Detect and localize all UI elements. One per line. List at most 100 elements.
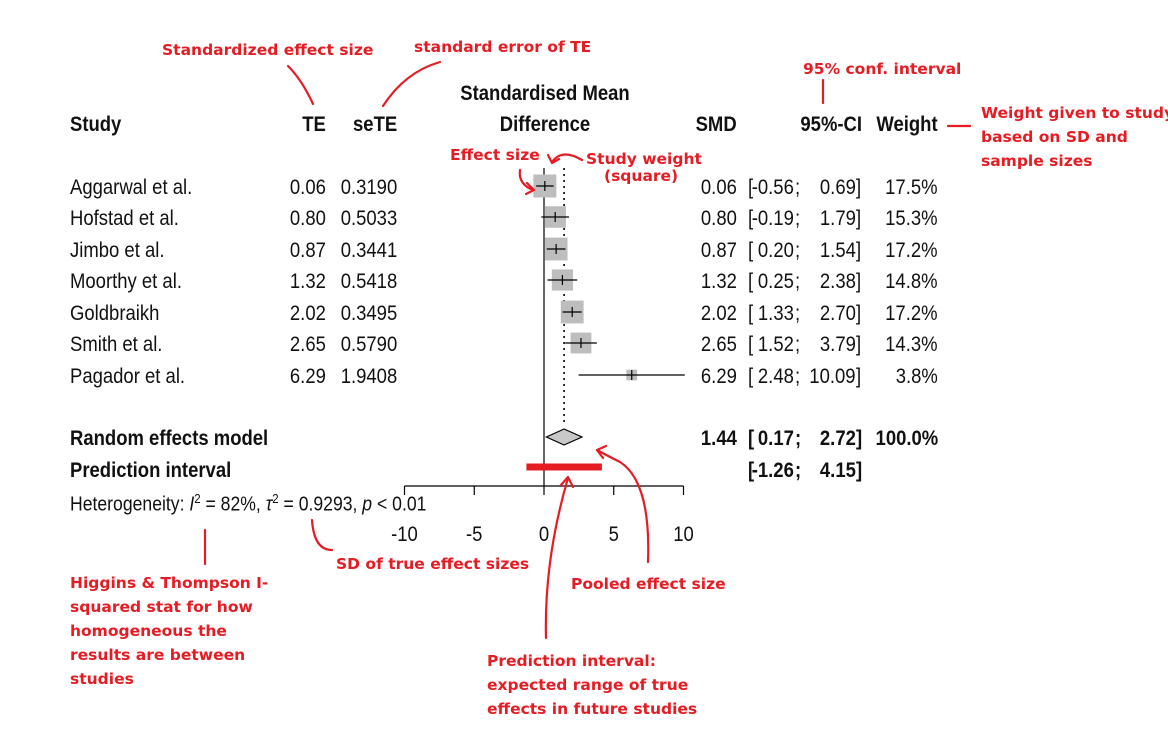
annotation-sd-true-effects: SD of true effect sizes bbox=[336, 555, 530, 573]
study-ci-close: ] bbox=[856, 176, 862, 199]
header-plot-line1: Standardised Mean bbox=[460, 82, 630, 105]
study-sete: 1.9408 bbox=[340, 365, 397, 388]
study-ci-lo: -0.56 bbox=[751, 176, 794, 199]
i2-value: = 82%, bbox=[200, 493, 266, 516]
study-smd: 6.29 bbox=[701, 365, 737, 388]
study-sete: 0.3441 bbox=[340, 239, 397, 262]
random-effects-ci-lo: 0.17 bbox=[758, 427, 794, 450]
study-ci-close: ] bbox=[856, 365, 862, 388]
study-name: Moorthy et al. bbox=[70, 270, 182, 293]
random-effects-smd: 1.44 bbox=[701, 427, 737, 450]
study-ci-hi: 1.79 bbox=[820, 207, 856, 230]
annotation-weight-line3: sample sizes bbox=[981, 152, 1093, 170]
x-axis-tick-label: 5 bbox=[609, 523, 619, 546]
x-axis-tick-label: -10 bbox=[391, 523, 418, 546]
header-sete: seTE bbox=[352, 113, 397, 136]
study-weight: 3.8% bbox=[895, 365, 938, 388]
annotation-higgins-line3: homogeneous the bbox=[70, 622, 227, 640]
random-effects-ci-hi: 2.72 bbox=[820, 427, 856, 450]
tau-superscript: 2 bbox=[272, 491, 279, 506]
study-ci-open: [ bbox=[748, 365, 754, 388]
study-ci-lo: 1.52 bbox=[758, 333, 794, 356]
annotation-standardized-effect-size: Standardized effect size bbox=[162, 41, 374, 59]
study-te: 0.87 bbox=[290, 239, 326, 262]
study-weight: 17.2% bbox=[885, 302, 938, 325]
study-smd: 0.06 bbox=[701, 176, 737, 199]
study-te: 0.80 bbox=[290, 207, 326, 230]
study-ci-hi: 3.79 bbox=[820, 333, 856, 356]
study-ci-open: [ bbox=[748, 207, 754, 230]
study-name: Aggarwal et al. bbox=[70, 176, 193, 199]
tau-value: = 0.9293, bbox=[278, 493, 363, 516]
pooled-effect-arrow-head bbox=[595, 444, 608, 460]
study-smd: 0.80 bbox=[701, 207, 737, 230]
study-sete: 0.3495 bbox=[340, 302, 397, 325]
pooled-effect-arrow bbox=[595, 448, 650, 564]
tau-pointer bbox=[310, 518, 334, 552]
study-ci-open: [ bbox=[748, 302, 754, 325]
study-ci-lo: -0.19 bbox=[751, 207, 794, 230]
study-name: Pagador et al. bbox=[70, 365, 186, 388]
tau-symbol: τ bbox=[265, 493, 273, 516]
header-ci: 95%-CI bbox=[800, 113, 862, 136]
study-weight: 14.3% bbox=[885, 333, 938, 356]
annotation-higgins-line4: results are between bbox=[70, 646, 246, 664]
heterogeneity-text: Heterogeneity: I2 = 82%, τ2 = 0.9293, p … bbox=[70, 492, 426, 515]
study-weight: 17.5% bbox=[885, 176, 938, 199]
pooled-diamond bbox=[544, 428, 584, 446]
prediction-ci-open: [ bbox=[748, 459, 755, 482]
header-smd: SMD bbox=[695, 113, 737, 136]
study-name: Goldbraikh bbox=[70, 302, 160, 325]
study-ci-sep: ; bbox=[795, 302, 801, 325]
prediction-arrow bbox=[544, 476, 570, 640]
study-ci-lo: 1.33 bbox=[758, 302, 794, 325]
prediction-interval-bar bbox=[526, 463, 602, 471]
study-ci-sep: ; bbox=[795, 270, 801, 293]
x-axis-tick-label: 10 bbox=[673, 523, 694, 546]
study-ci-hi: 1.54 bbox=[820, 239, 856, 262]
study-name: Smith et al. bbox=[70, 333, 163, 356]
study-sete: 0.5418 bbox=[340, 270, 397, 293]
effect-size-arrow bbox=[518, 168, 535, 192]
study-ci-open: [ bbox=[748, 333, 754, 356]
study-sete: 0.5790 bbox=[340, 333, 397, 356]
heterogeneity-label: Heterogeneity: bbox=[70, 493, 190, 516]
annotation-standard-error: standard error of TE bbox=[414, 38, 592, 56]
annotation-study-weight-line1: Study weight bbox=[586, 150, 702, 168]
study-ci-lo: 0.20 bbox=[758, 239, 794, 262]
study-ci-close: ] bbox=[856, 333, 862, 356]
annotation-weight-line1: Weight given to study bbox=[981, 104, 1168, 122]
study-ci-hi: 2.38 bbox=[820, 270, 856, 293]
study-ci-hi: 2.70 bbox=[820, 302, 856, 325]
random-effects-ci-open: [ bbox=[748, 427, 755, 450]
study-weight: 17.2% bbox=[885, 239, 938, 262]
study-smd: 0.87 bbox=[701, 239, 737, 262]
annotation-prediction-line2: expected range of true bbox=[487, 676, 689, 694]
annotation-effect-size: Effect size bbox=[450, 146, 540, 164]
study-ci-hi: 0.69 bbox=[820, 176, 856, 199]
study-sete: 0.5033 bbox=[340, 207, 397, 230]
study-ci-close: ] bbox=[856, 207, 862, 230]
annotation-confidence-interval: 95% conf. interval bbox=[803, 60, 962, 78]
study-smd: 2.02 bbox=[701, 302, 737, 325]
study-te: 0.06 bbox=[290, 176, 326, 199]
annotation-prediction-line1: Prediction interval: bbox=[487, 652, 656, 670]
sete-pointer bbox=[381, 60, 442, 108]
annotation-higgins-line1: Higgins & Thompson I- bbox=[70, 574, 269, 592]
study-weight-arrow-head bbox=[546, 153, 561, 165]
study-weight: 15.3% bbox=[885, 207, 938, 230]
te-pointer bbox=[286, 64, 315, 106]
study-ci-sep: ; bbox=[795, 176, 801, 199]
study-te: 2.02 bbox=[290, 302, 326, 325]
study-weight: 14.8% bbox=[885, 270, 938, 293]
study-ci-close: ] bbox=[856, 270, 862, 293]
study-ci-open: [ bbox=[748, 239, 754, 262]
study-smd: 2.65 bbox=[701, 333, 737, 356]
header-study: Study bbox=[70, 113, 122, 136]
study-ci-lo: 0.25 bbox=[758, 270, 794, 293]
effect-size-arrow-head bbox=[524, 181, 536, 196]
random-effects-ci-close: ] bbox=[856, 427, 863, 450]
prediction-ci-lo: -1.26 bbox=[751, 459, 794, 482]
p-value: < 0.01 bbox=[372, 493, 427, 516]
